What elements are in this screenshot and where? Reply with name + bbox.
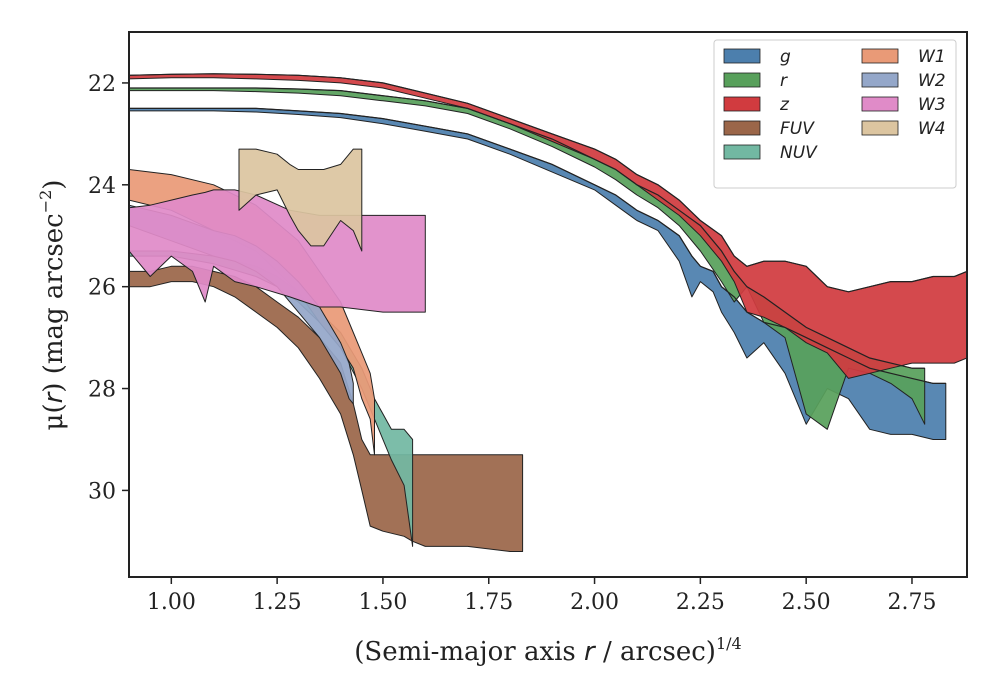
y-axis-ticks: 22 24 26 28 30 (88, 72, 129, 504)
x-tick-label: 2.75 (887, 590, 936, 615)
plot-frame (128, 31, 968, 578)
edge-r (129, 87, 925, 369)
x-axis-label: (Semi-major axis r / arcsec)1/4 (354, 634, 741, 667)
edge-z (129, 73, 967, 293)
legend-swatch-nuv (723, 144, 761, 160)
legend-swatch-g (723, 48, 761, 64)
legend-swatch-r (723, 72, 761, 88)
legend-swatch-z (723, 96, 761, 112)
legend-swatch-w2 (861, 72, 899, 88)
legend-label-g: g (780, 47, 791, 67)
legend-label-r: r (780, 71, 788, 91)
y-tick-label: 24 (88, 174, 116, 199)
x-tick-label: 1.25 (253, 590, 302, 615)
series-bands (129, 73, 967, 552)
band-fuv (129, 265, 524, 552)
x-tick-label: 2.00 (570, 590, 619, 615)
x-tick-label: 1.50 (358, 590, 407, 615)
y-tick-label: 26 (88, 276, 116, 301)
legend-label-w1: W1 (918, 47, 946, 67)
y-tick-label: 30 (88, 479, 116, 504)
x-tick-label: 2.25 (676, 590, 725, 615)
legend-label-w2: W2 (918, 71, 946, 91)
legend-items: grz FUV NUV W1 W2 W3 W4 (723, 47, 946, 163)
y-tick-label: 22 (88, 72, 116, 97)
x-tick-label: 1.00 (147, 590, 196, 615)
profile-edges (129, 73, 967, 384)
x-axis-ticks: 1.00 1.25 1.50 1.75 2.00 2.25 2.50 2.75 (147, 577, 936, 615)
edge-g (129, 107, 946, 384)
legend-label-nuv: NUV (780, 143, 818, 163)
legend-swatch-w1 (861, 48, 899, 64)
y-tick-label: 28 (88, 378, 116, 403)
legend: grz FUV NUV W1 W2 W3 W4 (713, 39, 957, 189)
legend-label-z: z (779, 95, 790, 115)
y-axis-label: μ(r) (mag arcsec−2) (36, 180, 69, 431)
legend-swatch-fuv (723, 120, 761, 136)
x-tick-label: 2.50 (782, 590, 831, 615)
legend-label-w3: W3 (918, 95, 946, 115)
legend-swatch-w4 (861, 120, 899, 136)
x-tick-label: 1.75 (464, 590, 513, 615)
legend-label-w4: W4 (918, 119, 946, 139)
band-w4 (238, 148, 363, 252)
legend-swatch-w3 (861, 96, 899, 112)
legend-label-fuv: FUV (780, 119, 815, 139)
